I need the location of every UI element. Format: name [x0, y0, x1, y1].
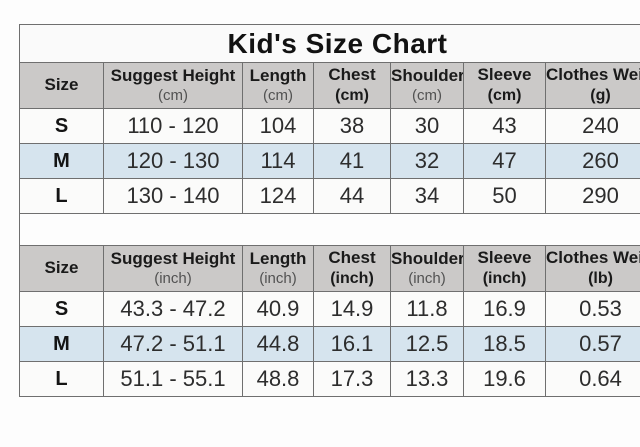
inch-row-l: L 51.1 - 55.1 48.8 17.3 13.3 19.6 0.64 — [19, 361, 640, 397]
column-label: Size — [44, 75, 79, 95]
inch-row-s: S 43.3 - 47.2 40.9 14.9 11.8 16.9 0.53 — [19, 291, 640, 327]
cm-header-sleeve: Sleeve (cm) — [463, 62, 546, 109]
cell-sleeve: 18.5 — [463, 326, 546, 362]
cell-sleeve: 43 — [463, 108, 546, 144]
cell-chest: 14.9 — [313, 291, 391, 327]
column-unit: (lb) — [588, 270, 613, 288]
cell-length: 44.8 — [242, 326, 314, 362]
cell-shoulder: 13.3 — [390, 361, 464, 397]
column-label: Length — [249, 248, 307, 268]
column-unit: (inch) — [154, 269, 192, 287]
cell-suggest-height: 110 - 120 — [103, 108, 243, 144]
cell-clothes-weight: 260 — [545, 143, 640, 179]
cell-shoulder: 32 — [390, 143, 464, 179]
inch-header-shoulder: Shoulder (inch) — [390, 245, 464, 292]
cell-length: 40.9 — [242, 291, 314, 327]
cell-shoulder: 11.8 — [390, 291, 464, 327]
inch-header-sleeve: Sleeve (inch) — [463, 245, 546, 292]
cm-row-l: L 130 - 140 124 44 34 50 290 — [19, 178, 640, 214]
inch-header-size: Size — [19, 245, 104, 292]
cell-clothes-weight: 0.57 — [545, 326, 640, 362]
cm-row-m: M 120 - 130 114 41 32 47 260 — [19, 143, 640, 179]
cm-header-clothes-weight: Clothes Weight (g) — [545, 62, 640, 109]
column-label: Sleeve — [477, 65, 532, 85]
column-label: Length — [249, 65, 307, 85]
cell-chest: 17.3 — [313, 361, 391, 397]
cell-suggest-height: 43.3 - 47.2 — [103, 291, 243, 327]
cell-suggest-height: 120 - 130 — [103, 143, 243, 179]
column-label: Size — [44, 258, 79, 278]
cell-sleeve: 19.6 — [463, 361, 546, 397]
size-cell: M — [19, 326, 104, 362]
column-label: Suggest Height — [110, 248, 236, 268]
size-cell: S — [19, 108, 104, 144]
size-cell: M — [19, 143, 104, 179]
column-label: Suggest Height — [110, 65, 236, 85]
cm-header-row: Size Suggest Height (cm) Length (cm) Chest… — [19, 62, 640, 109]
column-unit: (cm) — [158, 86, 188, 104]
cell-sleeve: 47 — [463, 143, 546, 179]
size-cell: S — [19, 291, 104, 327]
size-cell: L — [19, 361, 104, 397]
cell-length: 114 — [242, 143, 314, 179]
cell-shoulder: 12.5 — [390, 326, 464, 362]
column-unit: (inch) — [330, 270, 374, 288]
cell-sleeve: 16.9 — [463, 291, 546, 327]
cell-shoulder: 34 — [390, 178, 464, 214]
cell-suggest-height: 51.1 - 55.1 — [103, 361, 243, 397]
cell-chest: 38 — [313, 108, 391, 144]
inch-header-length: Length (inch) — [242, 245, 314, 292]
cell-chest: 41 — [313, 143, 391, 179]
column-label: Sleeve — [477, 248, 532, 268]
cell-clothes-weight: 290 — [545, 178, 640, 214]
column-label: Chest — [328, 248, 376, 268]
cm-row-s: S 110 - 120 104 38 30 43 240 — [19, 108, 640, 144]
column-unit: (cm) — [487, 87, 522, 105]
cell-suggest-height: 47.2 - 51.1 — [103, 326, 243, 362]
cell-shoulder: 30 — [390, 108, 464, 144]
inch-header-clothes-weight: Clothes Weight (lb) — [545, 245, 640, 292]
page-title: Kid's Size Chart — [19, 24, 640, 63]
column-unit: (g) — [590, 87, 611, 105]
cell-sleeve: 50 — [463, 178, 546, 214]
column-label: Clothes Weight — [546, 248, 640, 268]
cell-chest: 44 — [313, 178, 391, 214]
size-chart-table: Kid's Size Chart Size Suggest Height (cm)… — [19, 24, 640, 397]
column-unit: (cm) — [335, 87, 369, 105]
column-unit: (inch) — [408, 269, 446, 287]
cm-header-suggest-height: Suggest Height (cm) — [103, 62, 243, 109]
column-unit: (inch) — [259, 269, 297, 287]
cm-header-size: Size — [19, 62, 104, 109]
inch-header-suggest-height: Suggest Height (inch) — [103, 245, 243, 292]
inch-header-chest: Chest (inch) — [313, 245, 391, 292]
column-unit: (inch) — [482, 270, 527, 288]
column-unit: (cm) — [412, 86, 442, 104]
section-spacer — [19, 213, 640, 246]
column-label: Chest — [328, 65, 376, 85]
size-cell: L — [19, 178, 104, 214]
column-label: Clothes Weight — [546, 65, 640, 85]
cell-clothes-weight: 240 — [545, 108, 640, 144]
inch-header-row: Size Suggest Height (inch) Length (inch) C… — [19, 245, 640, 292]
cell-clothes-weight: 0.64 — [545, 361, 640, 397]
cell-length: 48.8 — [242, 361, 314, 397]
column-unit: (cm) — [263, 86, 293, 104]
cell-length: 124 — [242, 178, 314, 214]
column-label: Shoulder — [391, 65, 464, 85]
cm-header-length: Length (cm) — [242, 62, 314, 109]
column-label: Shoulder — [391, 248, 464, 268]
cm-header-chest: Chest (cm) — [313, 62, 391, 109]
cell-clothes-weight: 0.53 — [545, 291, 640, 327]
inch-row-m: M 47.2 - 51.1 44.8 16.1 12.5 18.5 0.57 — [19, 326, 640, 362]
cell-length: 104 — [242, 108, 314, 144]
cell-chest: 16.1 — [313, 326, 391, 362]
cm-header-shoulder: Shoulder (cm) — [390, 62, 464, 109]
cell-suggest-height: 130 - 140 — [103, 178, 243, 214]
